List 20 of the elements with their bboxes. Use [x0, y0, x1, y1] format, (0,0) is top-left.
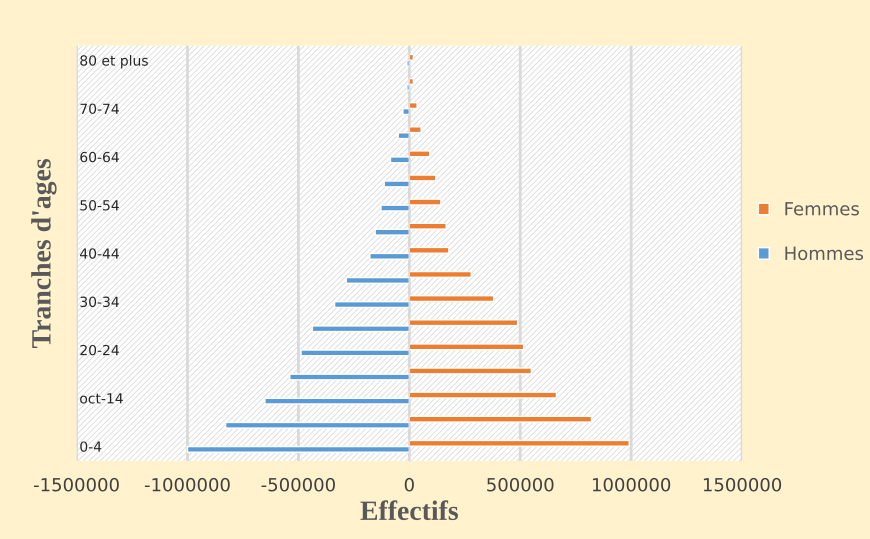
y-tick-label: 20-24 — [80, 344, 119, 356]
x-axis-title: Effectifs — [360, 500, 458, 520]
x-tick-label: -500000 — [262, 478, 335, 492]
x-tick-label: -1500000 — [34, 478, 119, 492]
y-tick-label: 70-74 — [80, 104, 119, 114]
y-tick-label: 60-64 — [80, 152, 119, 162]
legend-label: Femmes — [785, 202, 859, 216]
y-tick-label: 30-34 — [80, 296, 119, 308]
x-tick-label: -1000000 — [144, 478, 230, 492]
y-tick-label: 80 et plus — [80, 55, 148, 68]
legend-label: Hommes — [785, 246, 864, 260]
y-tick-label: 40-44 — [80, 248, 119, 259]
y-tick-label: 0-4 — [80, 441, 102, 452]
y-tick-label: 50-54 — [80, 200, 119, 211]
x-tick-label: 500000 — [487, 478, 554, 492]
x-tick-label: 0 — [404, 478, 414, 492]
x-tick-label: 1500000 — [704, 478, 782, 492]
x-tick-label: 1000000 — [592, 478, 670, 492]
y-tick-label: oct-14 — [80, 393, 123, 404]
y-axis-title: Tranches d'ages — [31, 158, 57, 348]
